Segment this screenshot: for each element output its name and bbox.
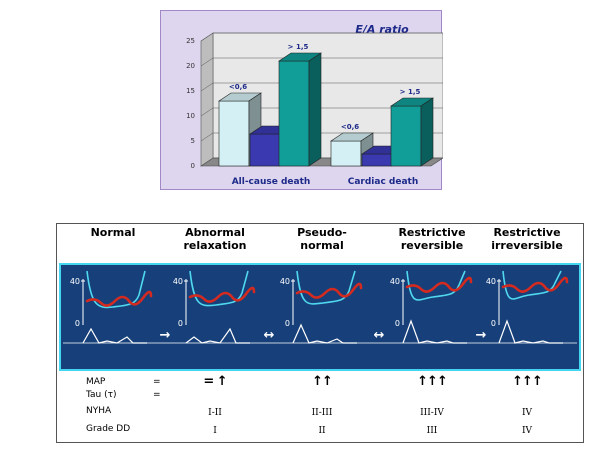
axis-high-label: 40 bbox=[486, 277, 496, 286]
axis-low-label: 0 bbox=[75, 319, 80, 328]
bar-1-0 bbox=[330, 132, 374, 167]
map-label: MAP bbox=[86, 377, 106, 387]
diastolic-dysfunction-diagram: Normal Abnormal relaxation Pseudo- normal R… bbox=[56, 223, 584, 443]
atrium-pressure-curve bbox=[405, 276, 473, 293]
gridline bbox=[200, 32, 443, 42]
flow-curve bbox=[292, 323, 357, 344]
stage-title: Restrictive irreversible bbox=[491, 226, 563, 252]
ventricle-pressure-curve bbox=[502, 270, 562, 300]
axis-low-label: 0 bbox=[491, 319, 496, 328]
stage-grade-value: III bbox=[426, 426, 438, 436]
transition-arrow: → bbox=[476, 328, 487, 343]
stage-panel: 40 0 bbox=[70, 270, 153, 344]
stage-map-value: = ↑ bbox=[203, 374, 227, 389]
pressure-flow-strip: 40 0 40 0 40 0 40 0 40 0 → ↔ ↔ → bbox=[59, 263, 581, 371]
stage-panel: 40 0 bbox=[173, 270, 256, 344]
atrium-pressure-curve bbox=[501, 276, 569, 293]
gridline bbox=[200, 107, 443, 117]
tau-label: Tau (τ) bbox=[86, 390, 117, 400]
chart-side-wall bbox=[200, 32, 214, 167]
stage-grade-value: I bbox=[213, 426, 217, 436]
stage-map-value: ↑↑↑ bbox=[512, 374, 543, 389]
bar-value-label: <0,6 bbox=[229, 83, 247, 91]
y-tick-label: 0 bbox=[191, 162, 195, 170]
axis-low-label: 0 bbox=[395, 319, 400, 328]
bar-1-2 bbox=[390, 97, 434, 167]
stage-nyha-value: III-IV bbox=[420, 408, 444, 418]
stage-title: Abnormal relaxation bbox=[183, 226, 247, 252]
stage-title: Pseudo- normal bbox=[297, 226, 347, 252]
y-tick-label: 20 bbox=[186, 62, 195, 70]
stage-grade-value: IV bbox=[521, 426, 533, 436]
atrium-pressure-curve bbox=[188, 286, 256, 303]
stage-nyha-value: I-II bbox=[208, 408, 222, 418]
stage-title: Restrictive reversible bbox=[398, 226, 466, 252]
stage-panel: 40 0 bbox=[280, 270, 363, 344]
category-label: All-cause death bbox=[232, 177, 311, 187]
atrium-pressure-curve bbox=[295, 282, 363, 299]
atrium-pressure-curve bbox=[85, 290, 153, 307]
stage-nyha-value: II-III bbox=[311, 408, 333, 418]
y-tick-label: 10 bbox=[186, 112, 195, 120]
pressure-curves-canvas: 40 0 40 0 40 0 40 0 40 0 → ↔ ↔ → bbox=[63, 270, 577, 344]
ea-ratio-chart: E/A ratio 0 5 10 15 20 25 <0,6 > 1,5 All-cause … bbox=[160, 10, 443, 190]
axis-low-label: 0 bbox=[285, 319, 290, 328]
bar-value-label: > 1,5 bbox=[400, 88, 421, 96]
flow-curve bbox=[82, 327, 147, 344]
stage-map-value: ↑↑↑ bbox=[417, 374, 448, 389]
gridline bbox=[200, 82, 443, 92]
y-tick-label: 5 bbox=[191, 137, 195, 145]
transition-arrow: ↔ bbox=[374, 328, 385, 343]
stage-nyha-value: IV bbox=[521, 408, 533, 418]
transition-arrow: → bbox=[160, 328, 171, 343]
axis-high-label: 40 bbox=[280, 277, 290, 286]
bar-value-label: <0,6 bbox=[341, 123, 359, 131]
flow-curve bbox=[402, 319, 467, 344]
stage-map-value: ↑↑ bbox=[312, 374, 333, 389]
flow-curve bbox=[498, 319, 563, 344]
axis-high-label: 40 bbox=[173, 277, 183, 286]
category-label: Cardiac death bbox=[348, 177, 419, 187]
transition-arrow: ↔ bbox=[264, 328, 275, 343]
y-tick-label: 15 bbox=[186, 87, 195, 95]
gridline bbox=[200, 57, 443, 67]
nyha-label: NYHA bbox=[86, 406, 112, 416]
bar-0-0 bbox=[218, 92, 262, 167]
axis-low-label: 0 bbox=[178, 319, 183, 328]
stage-grade-value: II bbox=[318, 426, 326, 436]
flow-curve bbox=[185, 327, 250, 344]
bar-value-label: > 1,5 bbox=[288, 43, 309, 51]
stage-panel: 40 0 bbox=[486, 270, 569, 344]
tau-equals: = bbox=[153, 390, 161, 400]
ventricle-pressure-curve bbox=[296, 270, 356, 305]
bar-0-2 bbox=[278, 52, 322, 167]
y-tick-label: 25 bbox=[186, 37, 195, 45]
axis-high-label: 40 bbox=[70, 277, 80, 286]
stage-title: Normal bbox=[90, 226, 136, 239]
map-equals: = bbox=[153, 377, 161, 387]
stage-panel: 40 0 bbox=[390, 270, 473, 344]
ventricle-pressure-curve bbox=[86, 270, 146, 309]
axis-high-label: 40 bbox=[390, 277, 400, 286]
grade-label: Grade DD bbox=[86, 424, 131, 434]
